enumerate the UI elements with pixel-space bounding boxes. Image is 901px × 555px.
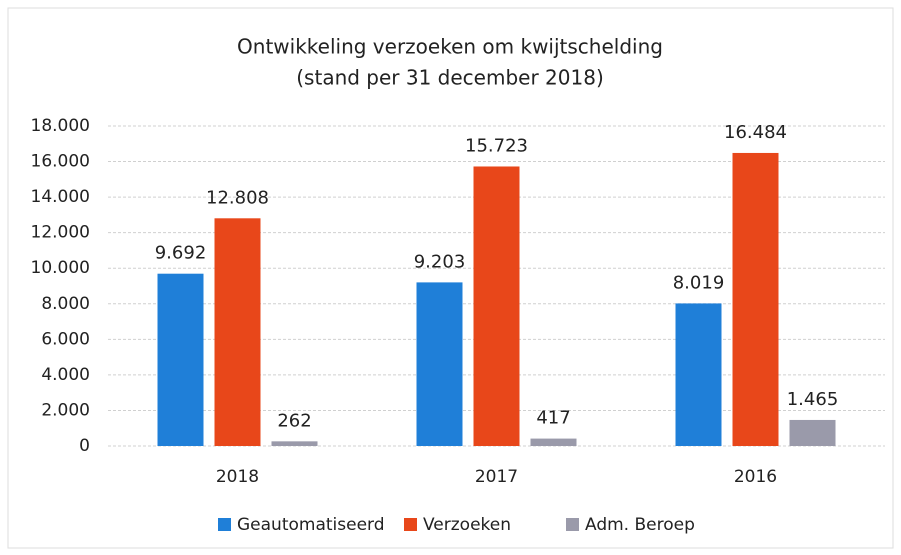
value-label: 262 <box>277 410 311 431</box>
legend-label: Geautomatiseerd <box>237 515 385 535</box>
legend-label: Adm. Beroep <box>585 515 695 535</box>
value-label: 12.808 <box>206 187 269 208</box>
value-label: 417 <box>536 408 570 429</box>
legend-swatch <box>404 518 417 531</box>
y-tick-label: 0 <box>79 436 90 456</box>
y-tick-label: 10.000 <box>31 258 90 278</box>
legend-swatch <box>566 518 579 531</box>
x-tick-label: 2018 <box>216 467 259 487</box>
chart-subtitle: (stand per 31 december 2018) <box>296 66 604 90</box>
bar <box>473 166 520 447</box>
y-tick-label: 16.000 <box>31 152 90 172</box>
bar <box>416 282 463 446</box>
bar <box>271 441 318 446</box>
value-label: 9.203 <box>414 251 466 272</box>
bar <box>530 438 577 446</box>
legend-swatch <box>218 518 231 531</box>
value-label: 8.019 <box>673 272 725 293</box>
y-tick-label: 18.000 <box>31 116 90 136</box>
y-tick-label: 4.000 <box>41 365 90 385</box>
value-label: 16.484 <box>724 122 787 143</box>
bar <box>675 303 722 446</box>
y-tick-label: 12.000 <box>31 223 90 243</box>
value-label: 9.692 <box>155 243 207 264</box>
chart-title: Ontwikkeling verzoeken om kwijtschelding <box>237 35 663 59</box>
bar <box>157 273 204 446</box>
y-tick-label: 2.000 <box>41 400 90 420</box>
y-tick-label: 14.000 <box>31 187 90 207</box>
x-tick-label: 2016 <box>734 467 777 487</box>
bar <box>789 419 836 446</box>
bar <box>214 218 261 446</box>
x-tick-label: 2017 <box>475 467 518 487</box>
value-label: 1.465 <box>787 389 839 410</box>
value-label: 15.723 <box>465 135 528 156</box>
bar <box>732 152 779 446</box>
y-tick-label: 8.000 <box>41 294 90 314</box>
legend-label: Verzoeken <box>423 515 511 535</box>
y-tick-label: 6.000 <box>41 329 90 349</box>
